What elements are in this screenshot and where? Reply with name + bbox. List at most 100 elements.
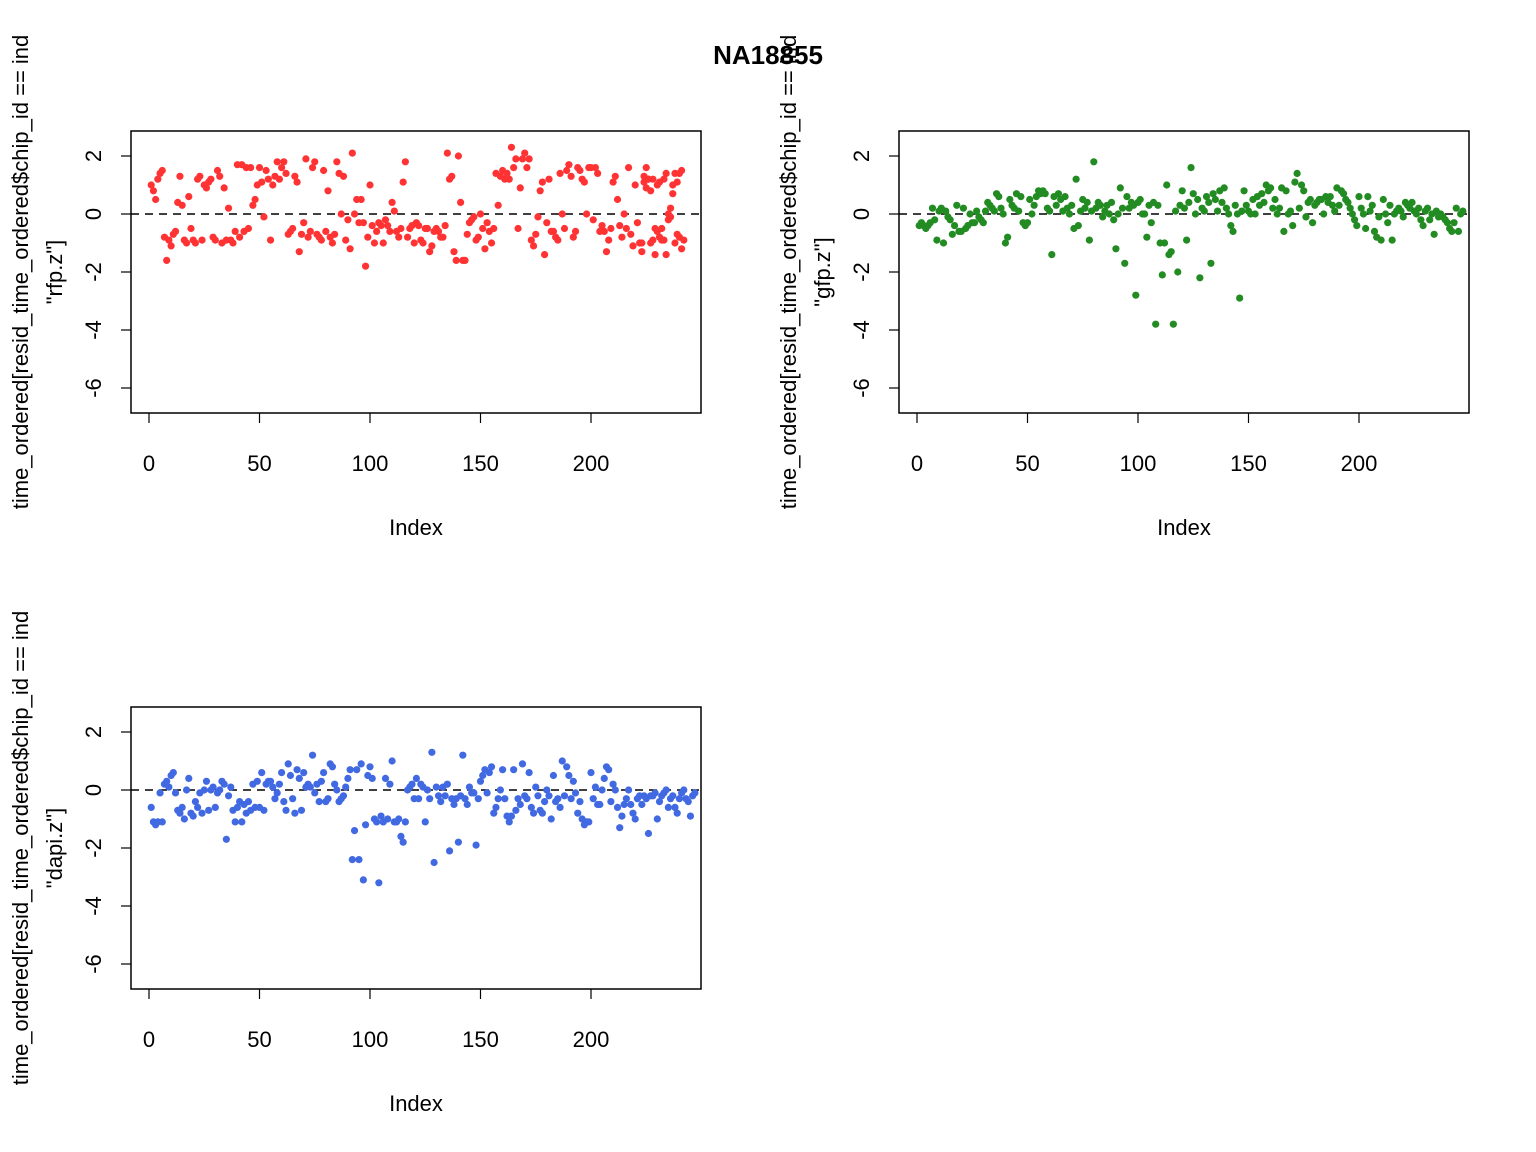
data-point xyxy=(1454,227,1463,235)
data-point xyxy=(529,242,538,250)
data-point xyxy=(594,169,602,177)
data-point xyxy=(423,786,432,794)
data-point xyxy=(395,233,403,241)
data-point xyxy=(631,181,639,189)
data-point xyxy=(229,239,237,247)
data-point xyxy=(443,780,451,788)
data-point xyxy=(1096,201,1105,209)
data-point xyxy=(317,236,325,244)
data-point xyxy=(366,763,374,771)
x-tick-label: 0 xyxy=(911,451,923,476)
data-point xyxy=(244,798,253,806)
data-point xyxy=(381,216,390,224)
data-point xyxy=(675,169,684,177)
data-point xyxy=(664,210,672,218)
y-tick-label: 0 xyxy=(81,208,106,220)
data-point xyxy=(532,783,540,791)
x-tick-label: 50 xyxy=(247,451,271,476)
data-point xyxy=(333,158,341,166)
data-point xyxy=(262,166,270,175)
data-point xyxy=(426,795,434,803)
data-point xyxy=(359,219,367,227)
data-point xyxy=(317,777,325,785)
data-point xyxy=(1300,187,1308,195)
data-point xyxy=(461,795,469,803)
data-point xyxy=(1379,195,1387,204)
data-point xyxy=(452,256,460,264)
data-point xyxy=(266,236,275,244)
data-point xyxy=(624,164,633,172)
data-point xyxy=(355,856,363,864)
data-point xyxy=(620,800,628,809)
data-point xyxy=(1185,198,1193,206)
data-point xyxy=(565,771,573,780)
data-point xyxy=(1121,259,1129,267)
data-point xyxy=(560,224,569,233)
data-point xyxy=(558,757,566,765)
data-point xyxy=(450,800,458,809)
data-point xyxy=(319,769,328,777)
data-point xyxy=(505,175,513,183)
data-point xyxy=(970,219,979,227)
data-point xyxy=(403,233,412,241)
data-point xyxy=(485,769,493,777)
data-point xyxy=(649,236,657,244)
data-point xyxy=(1090,158,1098,166)
data-point xyxy=(430,858,438,867)
data-point xyxy=(512,806,520,814)
data-point xyxy=(289,795,297,803)
data-point xyxy=(426,248,434,256)
data-point xyxy=(216,172,224,180)
data-point xyxy=(260,213,268,221)
plot-frame xyxy=(130,706,702,990)
data-point xyxy=(238,818,246,826)
data-point xyxy=(629,242,637,250)
data-point xyxy=(1415,204,1423,212)
data-point xyxy=(644,175,653,183)
data-point xyxy=(178,201,186,209)
data-point xyxy=(653,181,661,189)
data-point xyxy=(942,207,950,215)
data-point xyxy=(1302,213,1310,221)
data-point xyxy=(580,178,588,186)
data-point xyxy=(361,262,370,270)
data-point xyxy=(1320,210,1328,218)
data-point xyxy=(618,233,626,241)
data-point xyxy=(1107,198,1116,206)
data-point xyxy=(1194,195,1202,204)
data-point xyxy=(185,774,193,783)
data-point xyxy=(642,164,650,172)
data-point xyxy=(1229,227,1237,235)
data-point xyxy=(198,236,206,244)
data-point xyxy=(295,774,303,783)
data-point xyxy=(1326,193,1334,201)
y-tick-label: 0 xyxy=(849,208,874,220)
data-point xyxy=(563,763,571,771)
data-point xyxy=(428,748,436,756)
data-point xyxy=(554,795,562,803)
data-point xyxy=(966,210,974,218)
data-point xyxy=(1065,210,1074,218)
data-point xyxy=(395,815,403,823)
data-point xyxy=(377,222,385,230)
data-point xyxy=(1017,193,1025,201)
data-point xyxy=(275,175,283,183)
data-point xyxy=(538,809,546,817)
data-point xyxy=(1123,193,1131,201)
data-point xyxy=(373,227,381,235)
data-point xyxy=(534,213,542,221)
data-point xyxy=(563,166,571,175)
data-point xyxy=(333,786,341,794)
data-point xyxy=(585,818,593,826)
panel-bottom-left: 0 50 100 150 200 -6 -4 -2 0 2 Index time_ordered[re… xyxy=(8,611,702,1116)
data-point xyxy=(207,175,215,183)
data-point xyxy=(202,777,211,785)
data-point xyxy=(613,195,622,204)
data-point xyxy=(1450,219,1458,227)
data-point xyxy=(514,224,522,233)
x-tick-label: 200 xyxy=(573,451,610,476)
data-point xyxy=(337,210,345,218)
data-point xyxy=(399,178,407,186)
data-point xyxy=(273,789,281,797)
data-point xyxy=(381,774,390,783)
